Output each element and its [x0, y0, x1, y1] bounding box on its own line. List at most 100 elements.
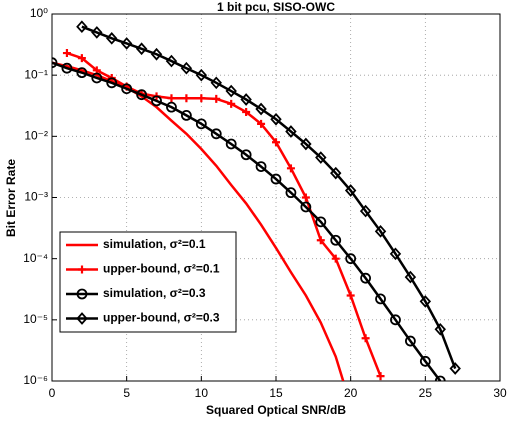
marker — [330, 166, 342, 180]
marker — [346, 291, 355, 300]
marker — [360, 272, 372, 284]
marker — [300, 201, 312, 213]
marker — [197, 94, 206, 103]
marker — [300, 137, 312, 151]
marker — [225, 84, 237, 98]
y-tick-label: 10⁻¹ — [24, 67, 48, 81]
y-tick-label: 10⁻⁵ — [23, 312, 48, 326]
marker — [375, 293, 386, 305]
marker — [151, 95, 162, 107]
legend-marker — [76, 312, 88, 325]
y-tick-label: 10⁻² — [24, 129, 48, 143]
marker — [91, 26, 103, 39]
marker — [419, 295, 432, 308]
x-tick-label: 10 — [195, 386, 209, 400]
marker — [180, 61, 193, 75]
x-tick-label: 25 — [419, 386, 433, 400]
plot-area — [52, 20, 461, 381]
marker — [330, 234, 342, 246]
marker — [345, 253, 357, 265]
marker — [285, 187, 297, 199]
marker — [195, 118, 207, 130]
marker — [390, 314, 401, 326]
marker — [240, 93, 252, 106]
legend-label: upper-bound, σ²=0.3 — [103, 311, 220, 325]
marker — [242, 107, 251, 116]
y-tick-label: 10⁻³ — [24, 190, 48, 204]
marker — [120, 37, 133, 50]
marker — [240, 149, 252, 161]
marker — [167, 94, 176, 103]
marker — [77, 54, 86, 63]
chart-title: 1 bit pcu, SISO-OWC — [217, 0, 335, 14]
marker — [166, 101, 177, 113]
legend-label: upper-bound, σ²=0.1 — [103, 262, 220, 276]
marker — [331, 254, 340, 263]
marker — [301, 193, 310, 202]
legend-label: simulation, σ²=0.1 — [103, 237, 206, 251]
marker — [182, 94, 191, 103]
legend-box — [59, 231, 237, 333]
x-tick-label: 30 — [493, 386, 507, 400]
x-tick-label: 5 — [123, 386, 130, 400]
marker — [449, 362, 461, 375]
marker — [62, 49, 71, 58]
y-tick-label: 10⁰ — [30, 6, 48, 20]
marker — [165, 54, 178, 68]
marker — [210, 76, 222, 90]
x-axis-label: Squared Optical SNR/dB — [206, 403, 346, 417]
marker — [316, 236, 325, 245]
marker — [106, 77, 118, 89]
legend-label: simulation, σ²=0.3 — [103, 286, 206, 300]
marker — [434, 375, 446, 381]
marker — [52, 57, 58, 69]
x-tick-label: 20 — [344, 386, 358, 400]
marker — [376, 372, 385, 381]
marker — [255, 161, 267, 173]
series-line — [66, 51, 382, 377]
marker — [315, 151, 327, 164]
marker — [286, 164, 295, 173]
x-tick-label: 15 — [269, 386, 283, 400]
marker — [270, 173, 282, 185]
marker — [404, 270, 417, 284]
marker — [434, 322, 446, 336]
y-axis-label: Bit Error Rate — [4, 159, 18, 237]
x-tick-label: 0 — [49, 386, 56, 400]
marker — [257, 119, 266, 128]
marker — [76, 67, 88, 79]
marker — [285, 125, 297, 138]
marker — [121, 83, 133, 95]
marker — [227, 99, 236, 108]
marker — [419, 355, 431, 367]
marker — [361, 334, 370, 343]
marker — [389, 247, 402, 261]
marker — [180, 109, 192, 121]
marker — [255, 102, 267, 116]
marker — [359, 204, 372, 218]
legend-marker — [76, 288, 88, 300]
marker — [136, 89, 148, 101]
marker — [135, 42, 148, 56]
marker — [212, 94, 221, 103]
marker — [195, 68, 208, 82]
marker — [150, 47, 163, 61]
marker — [404, 335, 416, 347]
marker — [315, 216, 327, 228]
marker — [61, 62, 73, 74]
marker — [272, 138, 280, 147]
marker — [106, 31, 118, 45]
marker — [344, 184, 357, 197]
marker — [374, 224, 387, 238]
plot-frame — [51, 13, 501, 382]
marker — [76, 20, 88, 34]
marker — [91, 72, 103, 84]
marker — [270, 112, 282, 126]
marker — [210, 128, 222, 140]
legend-marker — [78, 265, 86, 274]
marker — [225, 138, 237, 150]
y-tick-label: 10⁻⁴ — [23, 251, 48, 265]
y-tick-label: 10⁻⁶ — [23, 373, 48, 387]
